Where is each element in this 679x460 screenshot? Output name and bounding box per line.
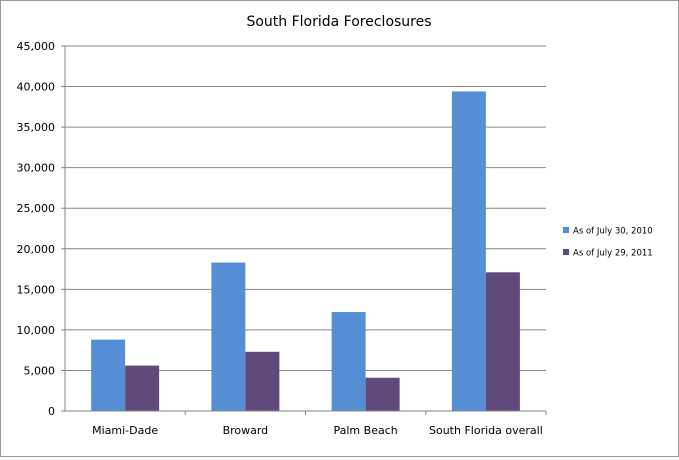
x-tick-label: South Florida overall <box>429 424 543 437</box>
x-tick-label: Palm Beach <box>334 424 398 437</box>
bar-2010-miami-dade <box>91 339 126 411</box>
y-tick-label: 15,000 <box>17 283 56 296</box>
legend: As of July 30, 2010 As of July 29, 2011 <box>563 227 653 259</box>
y-axis-tick-labels: 0 5,000 10,000 15,000 20,000 25,000 30,000 35,0… <box>17 40 56 418</box>
x-tick-label: Miami-Dade <box>92 424 158 437</box>
y-tick-label: 5,000 <box>24 364 56 377</box>
y-tick-label: 30,000 <box>17 162 56 175</box>
gridlines <box>65 45 546 371</box>
y-tick-label: 25,000 <box>17 202 56 215</box>
bar-2011-broward <box>245 351 280 411</box>
y-tick-label: 10,000 <box>17 324 56 337</box>
x-tick-label: Broward <box>223 424 269 437</box>
y-tick-label: 45,000 <box>17 40 56 53</box>
bar-2011-south-florida-overall <box>485 272 520 411</box>
legend-label: As of July 29, 2011 <box>573 249 653 259</box>
bars <box>91 91 520 411</box>
bar-2010-south-florida-overall <box>451 91 486 411</box>
bar-2011-miami-dade <box>125 365 160 411</box>
y-tick-label: 40,000 <box>17 81 56 94</box>
bar-2010-palm-beach <box>331 312 366 411</box>
y-tick-label: 20,000 <box>17 243 56 256</box>
x-axis-tick-labels: Miami-Dade Broward Palm Beach South Florida… <box>92 424 543 437</box>
bar-2011-palm-beach <box>365 377 400 411</box>
bar-2010-broward <box>211 262 246 411</box>
legend-label: As of July 30, 2010 <box>573 227 653 237</box>
axes <box>61 45 547 415</box>
y-tick-label: 35,000 <box>17 121 56 134</box>
chart-title: South Florida Foreclosures <box>246 14 431 30</box>
y-tick-label: 0 <box>48 405 55 418</box>
legend-swatch <box>563 227 569 233</box>
legend-swatch <box>563 249 569 255</box>
